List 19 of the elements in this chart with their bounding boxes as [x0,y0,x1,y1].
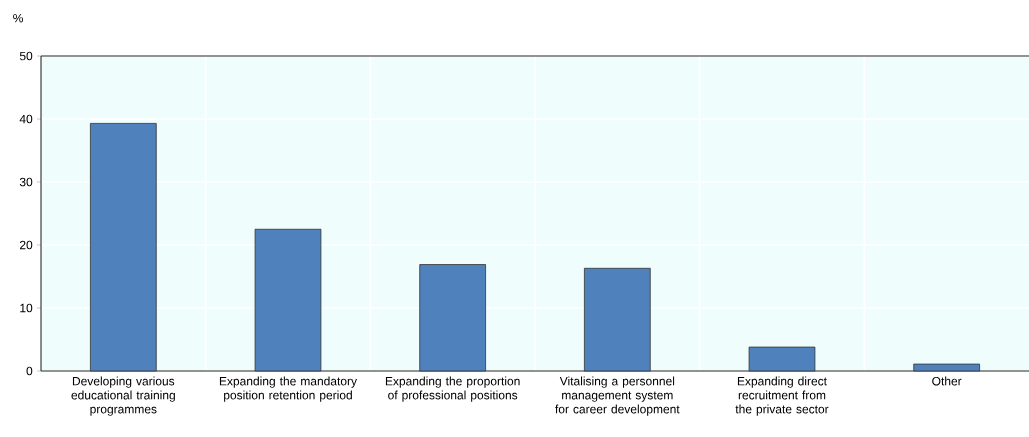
y-tick-label: 0 [26,366,33,376]
y-tick-label: 30 [19,177,33,187]
bar [913,363,980,372]
bar [419,264,486,372]
y-axis-title: % [13,14,23,23]
y-tick-label: 40 [19,114,33,124]
y-tick-label: 50 [19,51,33,61]
x-tick-label: Expanding the mandatory position retention period [219,376,357,402]
x-tick-label: Vitalising a personnel management system for career development [555,376,680,416]
bar [748,346,816,372]
y-tick-label: 10 [20,303,33,313]
x-tick-label: Expanding the proportion of professional positions [385,376,520,402]
bar [584,267,651,372]
x-tick-label: Developing various educational training programmes [71,376,175,416]
x-tick-label: Expanding direct recruitment from the private sector [735,376,829,416]
bar [254,228,322,372]
bar [90,123,157,372]
x-tick-label: Other [932,376,962,386]
y-tick-label: 20 [20,240,33,250]
